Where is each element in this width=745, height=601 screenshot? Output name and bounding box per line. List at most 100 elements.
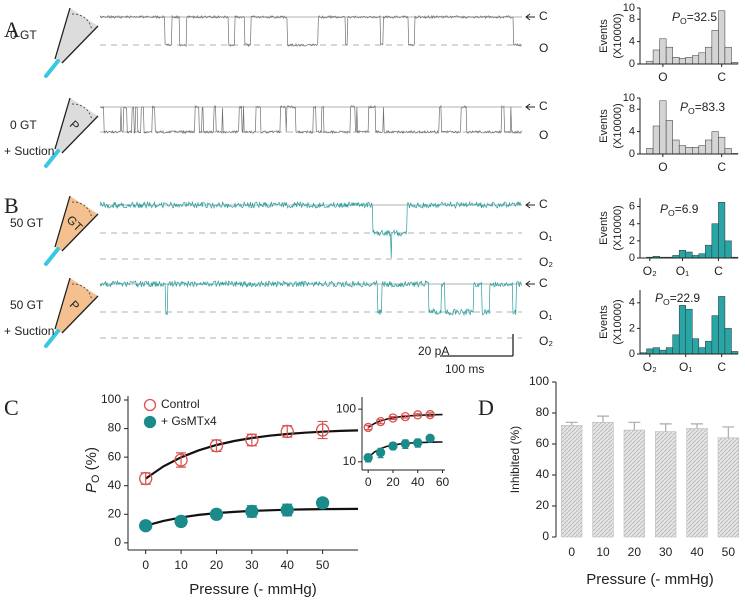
y-axis-title-text: (%) <box>83 447 100 475</box>
histogram-bar <box>718 10 726 65</box>
data-point <box>413 410 423 420</box>
histogram-bar <box>678 250 686 259</box>
error-bar <box>402 414 409 419</box>
condition-note: + Suction <box>4 324 54 338</box>
x-tick-label: O₂ <box>643 360 657 374</box>
x-tick-label: C <box>717 360 726 374</box>
histogram-bar <box>678 145 686 155</box>
histogram-bar <box>659 38 667 65</box>
data-point <box>174 453 188 467</box>
current-trace <box>99 14 522 48</box>
y-tick-label: 60 <box>108 449 122 463</box>
data-point <box>280 503 294 517</box>
data-point <box>400 439 411 449</box>
y-tick-label: 4 <box>629 36 635 48</box>
histogram-bar <box>724 240 732 259</box>
histogram-bar <box>646 148 654 155</box>
pipette-tip <box>44 247 60 266</box>
error-bar <box>377 419 384 425</box>
histogram-bar <box>672 57 680 65</box>
y-axis-title: Inhibited (%) <box>508 426 522 493</box>
y-tick-label: 2 <box>629 322 635 334</box>
pipette <box>55 196 98 251</box>
pipette-label: 0 GT <box>10 118 37 132</box>
x-tick-label: 0 <box>365 475 372 489</box>
annotation: PO=83.3 <box>680 100 725 116</box>
y-axis-title-sub: O <box>90 475 102 483</box>
annotation-text: =32.5 <box>687 10 718 24</box>
level-label: O₂ <box>539 255 553 269</box>
histogram-bar <box>665 347 673 355</box>
data-point <box>280 424 294 439</box>
membrane <box>71 103 93 121</box>
histogram-bar <box>711 223 719 259</box>
data-point <box>174 514 188 529</box>
x-axis-title: Pressure (- mmHg) <box>586 571 714 588</box>
level-arrow <box>525 280 535 288</box>
pipette <box>55 8 98 63</box>
current-trace <box>99 104 522 135</box>
annotation: PO=6.9 <box>660 202 699 218</box>
y-tick-label: 100 <box>336 401 356 415</box>
histogram-bar <box>711 315 719 355</box>
y-tick-label: 40 <box>536 467 550 481</box>
pipette <box>55 98 98 153</box>
x-tick-label: 20 <box>386 475 400 489</box>
histogram-bar <box>685 147 693 155</box>
panel-letter: D <box>478 395 494 420</box>
annotation-text: =83.3 <box>695 100 726 114</box>
legend-label: Control <box>161 397 200 411</box>
data-point <box>139 519 153 533</box>
y-tick-label: 4 <box>629 126 635 138</box>
pipette-wall <box>61 25 99 64</box>
x-tick-label: 10 <box>596 545 610 559</box>
histogram-bar <box>692 147 700 155</box>
annotation-symbol: P <box>655 291 663 305</box>
x-tick-label: 50 <box>316 558 330 572</box>
x-tick-label: 40 <box>411 475 425 489</box>
x-tick-label: O₁ <box>679 360 692 374</box>
histogram-bar <box>711 30 719 65</box>
membrane <box>71 13 93 31</box>
y-tick-label: 20 <box>536 498 550 512</box>
y-tick-label: 100 <box>529 374 549 388</box>
histogram-bar <box>652 347 660 355</box>
histogram-bar <box>659 100 667 155</box>
y-tick-label: 0 <box>629 348 635 360</box>
error-bar <box>691 423 703 429</box>
x-tick-label: 50 <box>722 545 736 559</box>
annotation-sub: O <box>668 208 675 218</box>
x-tick-label: 60 <box>436 475 450 489</box>
annotation-symbol: P <box>672 10 680 24</box>
level-label: O₁ <box>539 229 552 243</box>
y-tick-label: 0 <box>629 148 635 160</box>
x-tick-label: 20 <box>628 545 642 559</box>
level-arrow <box>525 201 535 209</box>
x-tick-label: 10 <box>174 558 188 572</box>
histogram-bar <box>652 49 660 65</box>
error-bar <box>365 424 372 431</box>
histogram-bar <box>711 131 719 155</box>
y-axis-title-symbol: P <box>83 483 100 493</box>
pipette-tip <box>44 59 60 78</box>
condition-note: + Suction <box>4 144 54 158</box>
histogram-bar <box>718 296 726 355</box>
y-axis-title: Events <box>598 211 610 245</box>
x-tick-label: O <box>658 160 667 174</box>
annotation-symbol: P <box>660 202 668 216</box>
histogram-bar <box>692 338 700 355</box>
histogram-bar <box>705 139 713 155</box>
level-label: C <box>539 197 548 211</box>
legend-marker <box>143 415 157 429</box>
y-axis-title: Events <box>598 305 610 339</box>
data-point <box>388 413 398 423</box>
histogram-bar <box>685 308 693 355</box>
data-point <box>375 447 386 458</box>
bar <box>655 431 677 538</box>
x-tick-label: 30 <box>659 545 673 559</box>
bar <box>717 437 739 538</box>
annotation: PO=32.5 <box>672 10 717 26</box>
error-bar <box>140 472 151 485</box>
x-tick-label: 20 <box>210 558 224 572</box>
